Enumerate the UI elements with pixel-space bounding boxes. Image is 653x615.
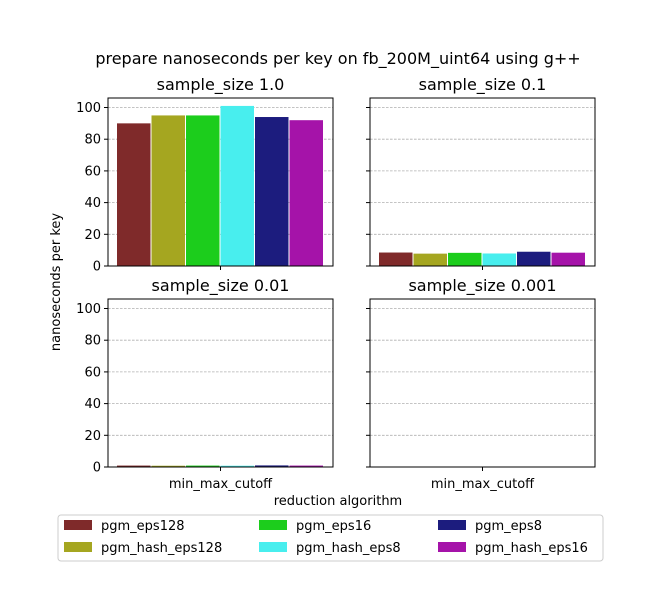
y-tick-label: 100 xyxy=(76,101,101,116)
bar xyxy=(517,252,551,266)
bar xyxy=(255,117,289,266)
legend-label: pgm_eps8 xyxy=(475,519,542,534)
legend-swatch xyxy=(259,542,287,552)
y-tick-label: 80 xyxy=(84,133,101,148)
bar xyxy=(448,253,482,266)
bar xyxy=(379,253,413,266)
bar xyxy=(152,115,186,266)
subplot-title: sample_size 1.0 xyxy=(157,75,285,95)
subplot-panel: 0 20 40 60 80 100 min_max_cutoff sample_size 0.… xyxy=(76,276,333,492)
y-tick-label: 60 xyxy=(84,164,101,179)
subplot-grid: 0 20 40 60 80 100 sample_size 1.0 sample_size 0… xyxy=(76,75,595,492)
subplot-title: sample_size 0.1 xyxy=(419,75,547,95)
y-tick-label: 80 xyxy=(84,334,101,349)
x-tick-label: min_max_cutoff xyxy=(169,477,273,492)
chart-suptitle: prepare nanoseconds per key on fb_200M_u… xyxy=(95,49,580,69)
y-tick-label: 40 xyxy=(84,196,101,211)
legend-label: pgm_eps128 xyxy=(101,519,185,534)
legend-label: pgm_hash_eps8 xyxy=(296,541,401,556)
x-axis-label: reduction algorithm xyxy=(274,494,402,509)
y-tick-label: 20 xyxy=(84,429,101,444)
bar xyxy=(186,115,220,266)
plot-frame xyxy=(370,299,595,467)
plot-frame xyxy=(108,299,333,467)
legend: pgm_eps128 pgm_hash_eps128 pgm_eps16 pgm_ha… xyxy=(58,515,603,561)
legend-label: pgm_hash_eps16 xyxy=(475,541,588,556)
bar xyxy=(221,106,255,266)
y-axis-label: nanoseconds per key xyxy=(49,213,64,351)
subplot-panel: min_max_cutoff sample_size 0.001 xyxy=(366,276,595,492)
plot-frame xyxy=(370,98,595,266)
legend-swatch xyxy=(64,542,92,552)
legend-label: pgm_hash_eps128 xyxy=(101,541,222,556)
y-tick-label: 0 xyxy=(93,260,101,275)
bar xyxy=(290,120,324,266)
subplot-panel: 0 20 40 60 80 100 sample_size 1.0 xyxy=(76,75,333,275)
legend-swatch xyxy=(259,520,287,530)
subplot-title: sample_size 0.01 xyxy=(152,276,290,296)
y-tick-label: 100 xyxy=(76,302,101,317)
subplot-title: sample_size 0.001 xyxy=(408,276,556,296)
bar xyxy=(117,123,151,266)
legend-swatch xyxy=(64,520,92,530)
bar xyxy=(552,253,586,266)
legend-label: pgm_eps16 xyxy=(296,519,371,534)
y-tick-label: 40 xyxy=(84,397,101,412)
x-tick-label: min_max_cutoff xyxy=(431,477,535,492)
y-tick-label: 0 xyxy=(93,461,101,476)
y-tick-label: 60 xyxy=(84,365,101,380)
legend-swatch xyxy=(438,520,466,530)
legend-swatch xyxy=(438,542,466,552)
bar xyxy=(414,254,448,266)
bar xyxy=(483,253,517,266)
subplot-panel: sample_size 0.1 xyxy=(366,75,595,270)
y-tick-label: 20 xyxy=(84,228,101,243)
